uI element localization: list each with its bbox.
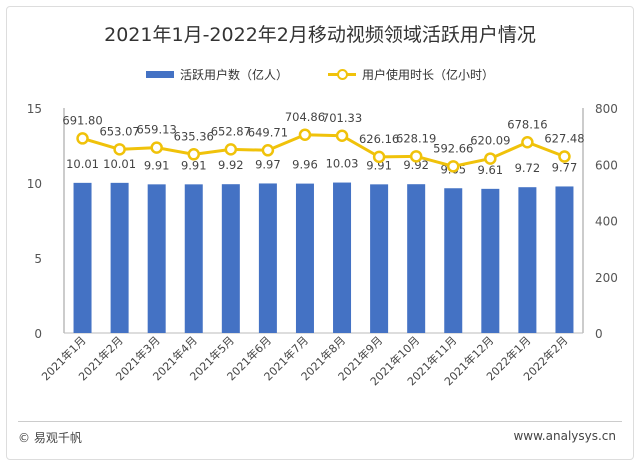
- footer-url: www.analysys.cn: [513, 429, 616, 443]
- bar-data-label: 9.72: [515, 161, 541, 175]
- line-point: [447, 160, 460, 173]
- legend-bar-swatch: [145, 71, 174, 78]
- footer-source: © 易观千帆: [18, 431, 82, 445]
- right-tick-label: 0: [595, 327, 603, 341]
- legend-label: 用户使用时长（亿小时）: [362, 68, 495, 82]
- bar-data-label: 10.03: [326, 157, 359, 171]
- bar-data-label: 10.01: [103, 157, 136, 171]
- line-data-label: 649.71: [248, 125, 288, 139]
- line-data-label: 652.87: [211, 124, 251, 138]
- bar: [518, 187, 537, 333]
- line-data-label: 635.36: [174, 129, 214, 143]
- line-data-label: 704.86: [285, 110, 325, 124]
- bar: [147, 184, 166, 333]
- bar: [333, 182, 352, 333]
- line-data-label: 627.48: [544, 132, 584, 146]
- line-point: [335, 129, 349, 143]
- left-tick-label: 10: [27, 177, 42, 191]
- line-point: [558, 150, 571, 163]
- chart-title: 2021年1月-2022年2月移动视频领域活跃用户情况: [104, 24, 536, 46]
- bar: [258, 183, 277, 333]
- legend-item-users: 活跃用户数（亿人）: [145, 66, 288, 83]
- line-series: [82, 133, 566, 168]
- bar: [444, 188, 463, 333]
- bar: [221, 184, 240, 333]
- line-point: [150, 141, 163, 154]
- right-tick-label: 200: [595, 271, 618, 285]
- bar-data-label: 9.97: [255, 157, 281, 171]
- line-point: [521, 136, 534, 149]
- line-data-label: 628.19: [396, 131, 436, 145]
- line-point: [76, 132, 89, 145]
- bar: [184, 184, 203, 333]
- line-data-label: 592.66: [433, 141, 473, 155]
- bar: [370, 184, 389, 333]
- line-data-label: 659.13: [137, 123, 177, 137]
- bar-data-label: 9.91: [144, 158, 170, 172]
- line-point: [372, 150, 386, 164]
- line-point: [298, 128, 312, 142]
- bar-data-label: 9.92: [403, 158, 429, 172]
- line-data-label: 620.09: [470, 134, 510, 148]
- left-tick-label: 0: [34, 327, 42, 341]
- bar: [73, 182, 92, 333]
- legend-line-swatch: [328, 69, 356, 80]
- right-tick-label: 400: [595, 215, 618, 229]
- bar-data-label: 10.01: [66, 157, 99, 171]
- bar: [407, 184, 426, 333]
- line-data-label: 701.33: [322, 111, 362, 125]
- left-tick-label: 15: [27, 102, 42, 116]
- bar: [481, 188, 500, 333]
- right-tick-label: 600: [595, 158, 618, 172]
- footer-divider: [18, 421, 622, 422]
- line-point: [113, 143, 126, 156]
- bar: [295, 183, 314, 333]
- bar-data-label: 9.96: [292, 158, 318, 172]
- legend-label: 活跃用户数（亿人）: [179, 68, 288, 82]
- line-point: [224, 143, 238, 156]
- line-data-label: 678.16: [507, 117, 547, 131]
- line-data-label: 691.80: [62, 113, 102, 127]
- line-point: [484, 152, 497, 165]
- bar: [110, 182, 129, 333]
- legend: 活跃用户数（亿人） 用户使用时长（亿小时）: [0, 66, 640, 83]
- line-point: [261, 144, 275, 157]
- bar: [555, 186, 574, 333]
- line-data-label: 626.16: [359, 132, 399, 146]
- bar-data-label: 9.91: [366, 158, 392, 172]
- bar-data-label: 9.77: [552, 160, 578, 174]
- bar-data-label: 9.91: [181, 158, 207, 172]
- bar-data-label: 9.92: [218, 158, 244, 172]
- bar-data-label: 9.61: [478, 163, 504, 177]
- legend-item-hours: 用户使用时长（亿小时）: [328, 66, 494, 83]
- left-tick-label: 5: [34, 252, 42, 266]
- line-data-label: 653.07: [99, 124, 139, 138]
- right-tick-label: 800: [595, 102, 618, 116]
- line-point: [187, 148, 200, 161]
- line-point: [409, 150, 423, 163]
